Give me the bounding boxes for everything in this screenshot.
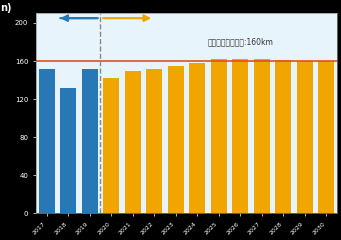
Text: 現状の目標想定値:160km: 現状の目標想定値:160km bbox=[208, 37, 274, 46]
Bar bbox=[318, 61, 334, 213]
Bar bbox=[103, 78, 119, 213]
Bar bbox=[124, 71, 141, 213]
Bar bbox=[210, 59, 227, 213]
Bar bbox=[39, 69, 55, 213]
Bar bbox=[167, 66, 184, 213]
Text: n): n) bbox=[0, 3, 11, 13]
Bar bbox=[81, 69, 98, 213]
Bar bbox=[297, 61, 313, 213]
Bar bbox=[189, 63, 205, 213]
Bar bbox=[60, 88, 76, 213]
Bar bbox=[275, 60, 291, 213]
Bar bbox=[254, 59, 270, 213]
Bar bbox=[146, 69, 162, 213]
Bar bbox=[232, 59, 248, 213]
